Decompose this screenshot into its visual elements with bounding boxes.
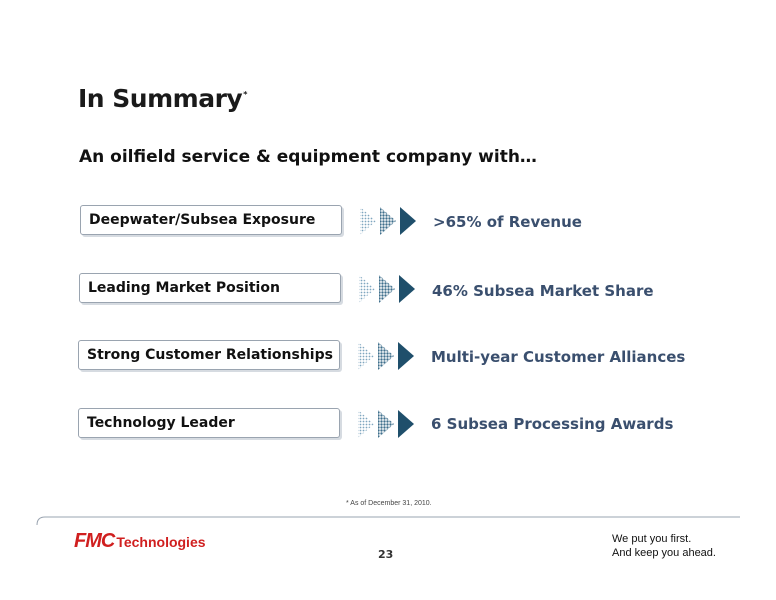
slide-subtitle: An oilfield service & equipment company … xyxy=(79,147,537,167)
summary-result: Multi-year Customer Alliances xyxy=(431,348,686,366)
tagline-line: And keep you ahead. xyxy=(612,547,716,559)
summary-label: Leading Market Position xyxy=(88,280,280,296)
footnote: * As of December 31, 2010. xyxy=(346,500,432,507)
tagline-line: We put you first. xyxy=(612,533,692,545)
tagline: We put you first. And keep you ahead. xyxy=(612,532,716,560)
summary-row: Strong Customer Relationships Multi-year… xyxy=(0,340,776,374)
footer-divider xyxy=(36,516,740,526)
summary-label: Deepwater/Subsea Exposure xyxy=(89,212,316,228)
summary-label-box: Strong Customer Relationships xyxy=(78,340,340,370)
summary-label-box: Technology Leader xyxy=(78,408,340,438)
chevron-arrows-icon xyxy=(359,275,415,303)
summary-result: 46% Subsea Market Share xyxy=(432,282,654,300)
logo-technologies-text: Technologies xyxy=(116,534,206,550)
summary-row: Deepwater/Subsea Exposure >65% of Revenu… xyxy=(0,205,776,239)
summary-label-box: Leading Market Position xyxy=(79,273,341,303)
summary-result: >65% of Revenue xyxy=(433,213,582,231)
page-number: 23 xyxy=(378,548,394,561)
logo-fmc-text: FMC xyxy=(74,530,115,552)
summary-row: Technology Leader 6 Subsea Processing Aw… xyxy=(0,408,776,442)
slide-title: In Summary* xyxy=(78,84,247,113)
slide-title-text: In Summary xyxy=(78,84,243,113)
summary-label: Strong Customer Relationships xyxy=(87,347,333,363)
chevron-arrows-icon xyxy=(358,342,414,370)
chevron-arrows-icon xyxy=(358,410,414,438)
title-footnote-marker: * xyxy=(243,90,247,99)
company-logo: FMC Technologies xyxy=(74,530,206,553)
summary-label: Technology Leader xyxy=(87,415,235,431)
summary-result: 6 Subsea Processing Awards xyxy=(431,415,674,433)
summary-row: Leading Market Position 46% Subsea Marke… xyxy=(0,273,776,307)
chevron-arrows-icon xyxy=(360,207,416,235)
summary-label-box: Deepwater/Subsea Exposure xyxy=(80,205,342,235)
